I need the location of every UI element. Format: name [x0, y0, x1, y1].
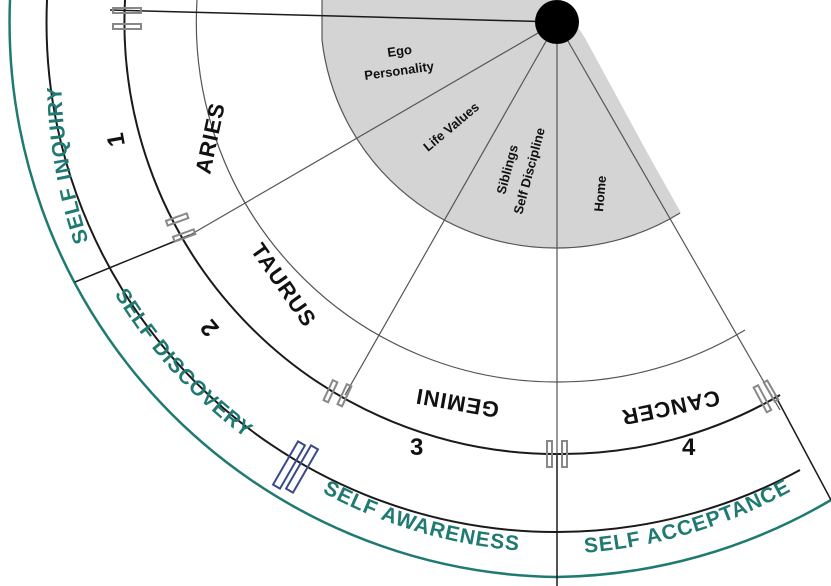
inner-highlight-wedge	[322, 0, 680, 249]
tick-marker-gemini-cancer	[546, 440, 568, 468]
ring-arc-r432	[123, 0, 781, 456]
ring-arc-r510	[45, 0, 801, 534]
tick-marker-aries-taurus	[164, 212, 197, 243]
label-self-inquiry: SELF INQUIRY	[43, 86, 93, 247]
label-self-acceptance: SELF ACCEPTANCE	[583, 475, 794, 558]
radial-cancer-leo	[556, 21, 781, 411]
house-1: 1	[102, 131, 131, 149]
label-self-discovery: SELF DISCOVERY	[110, 285, 257, 443]
house-3: 3	[410, 434, 423, 461]
outer-teal-border	[8, 0, 831, 579]
inner-home: Home	[591, 175, 609, 212]
tick-marker-blue	[271, 439, 320, 495]
radial-top	[109, 9, 558, 23]
radial-aries-taurus	[189, 21, 558, 236]
ring-arc-r360	[195, 0, 746, 383]
inner-circle-arc	[321, 0, 681, 249]
center-hub	[535, 0, 579, 44]
radial-outer-left	[74, 234, 191, 283]
tick-marker-cancer-leo	[752, 383, 773, 414]
sign-gemini: GEMINI	[414, 383, 501, 422]
tick-marker-right-edge	[762, 379, 780, 403]
sign-cancer: CANCER	[619, 385, 722, 430]
tick-marker-top	[112, 7, 142, 30]
radial-taurus-gemini	[344, 21, 558, 396]
house-4: 4	[682, 434, 696, 461]
tick-marker-taurus-gemini	[322, 378, 353, 408]
radial-outer-right	[774, 394, 831, 501]
inner-highlight-edge	[559, 0, 681, 214]
inner-ego: Ego	[386, 42, 412, 60]
sign-aries: ARIES	[190, 100, 229, 176]
house-2: 2	[195, 314, 224, 342]
label-self-awareness: SELF AWARENESS	[320, 476, 521, 555]
